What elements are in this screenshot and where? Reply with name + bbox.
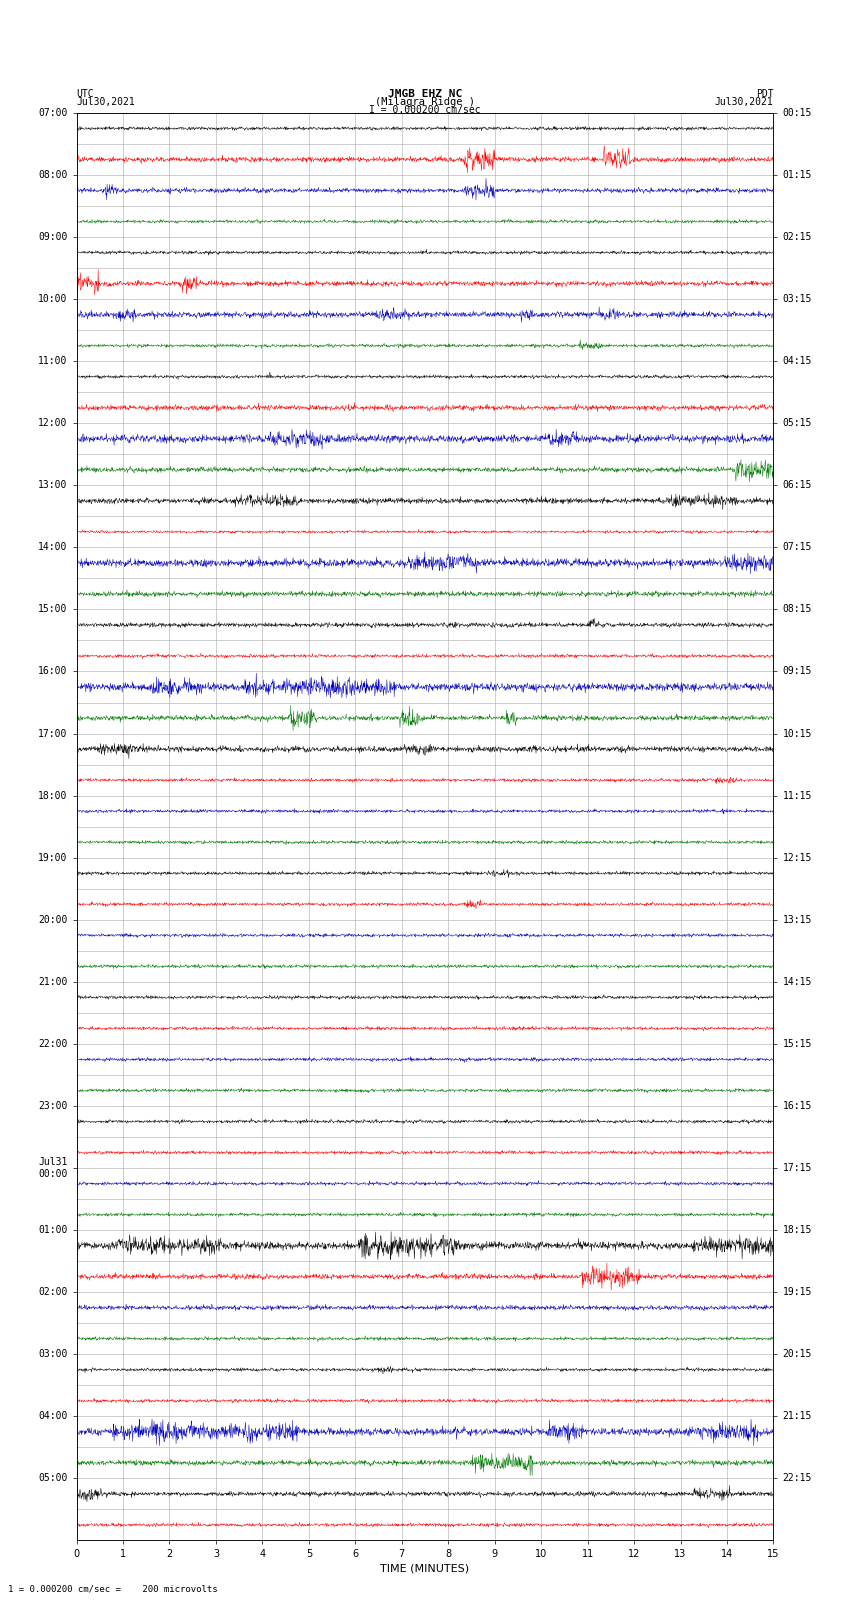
Text: UTC: UTC	[76, 89, 94, 100]
Text: (Milagra Ridge ): (Milagra Ridge )	[375, 97, 475, 106]
Text: JMGB EHZ NC: JMGB EHZ NC	[388, 89, 462, 100]
Text: Jul30,2021: Jul30,2021	[715, 97, 774, 106]
Text: PDT: PDT	[756, 89, 774, 100]
Text: 1 = 0.000200 cm/sec =    200 microvolts: 1 = 0.000200 cm/sec = 200 microvolts	[8, 1584, 218, 1594]
X-axis label: TIME (MINUTES): TIME (MINUTES)	[381, 1563, 469, 1574]
Text: Jul30,2021: Jul30,2021	[76, 97, 135, 106]
Text: I = 0.000200 cm/sec: I = 0.000200 cm/sec	[369, 105, 481, 116]
